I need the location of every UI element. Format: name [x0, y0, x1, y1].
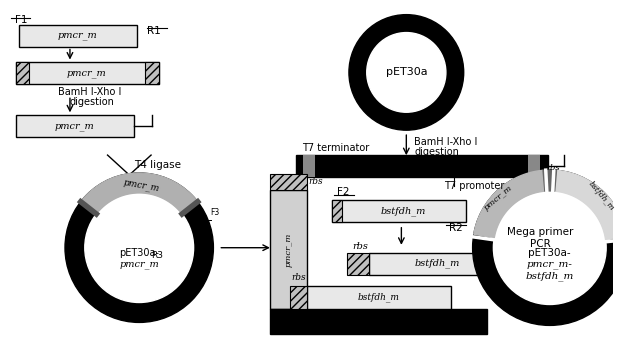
Text: R2: R2 [449, 223, 462, 233]
Text: R3: R3 [151, 251, 163, 260]
Text: T7 terminator: T7 terminator [303, 143, 370, 153]
Bar [270, 190, 308, 309]
Circle shape [472, 170, 619, 326]
Bar [290, 286, 308, 309]
Text: pmcr_m: pmcr_m [55, 122, 95, 131]
Bar [19, 25, 137, 47]
Bar [270, 309, 487, 334]
Text: rbs: rbs [352, 242, 368, 251]
Polygon shape [82, 173, 196, 212]
Text: T7 promoter: T7 promoter [444, 181, 504, 191]
Bar [369, 253, 505, 275]
Text: pmcr_m: pmcr_m [119, 260, 159, 269]
Circle shape [349, 15, 464, 130]
Text: pmcr_m-: pmcr_m- [527, 260, 573, 269]
Bar [15, 115, 134, 137]
Text: bstfdh_m: bstfdh_m [526, 272, 574, 281]
Circle shape [366, 33, 446, 112]
Text: pET30a-: pET30a- [529, 248, 571, 258]
Bar [332, 200, 342, 222]
Polygon shape [543, 170, 556, 191]
Text: BamH I-Xho I: BamH I-Xho I [414, 137, 478, 147]
Bar [15, 62, 29, 84]
Text: pET30a-: pET30a- [119, 248, 159, 258]
Text: bstfdh_m: bstfdh_m [381, 206, 426, 216]
Text: F2: F2 [337, 187, 350, 197]
Bar [295, 155, 548, 177]
Bar [145, 62, 159, 84]
Polygon shape [474, 170, 545, 238]
Text: pmcr_m: pmcr_m [58, 31, 98, 40]
Text: PCR: PCR [529, 239, 550, 249]
Bar [270, 174, 308, 190]
Bar [347, 253, 369, 275]
Text: bstfdh_m: bstfdh_m [587, 180, 616, 212]
Text: pET30a: pET30a [386, 68, 427, 77]
Bar [528, 155, 540, 177]
Text: rbs: rbs [291, 273, 306, 282]
Text: F1: F1 [14, 15, 27, 24]
Text: pmcr_m: pmcr_m [285, 232, 293, 267]
Polygon shape [555, 170, 619, 240]
Circle shape [65, 173, 214, 322]
Text: T4 ligase: T4 ligase [134, 160, 181, 170]
Bar [15, 62, 159, 84]
Circle shape [85, 193, 194, 302]
Text: R1: R1 [147, 26, 161, 36]
Bar [332, 200, 465, 222]
Text: F3: F3 [210, 208, 219, 217]
Text: pmcr_m: pmcr_m [483, 184, 514, 212]
Text: BamH I-Xho I: BamH I-Xho I [58, 88, 121, 97]
Text: bstfdh_m: bstfdh_m [358, 293, 399, 302]
Text: rbs: rbs [308, 177, 323, 187]
Text: rbs: rbs [546, 164, 560, 172]
Text: digestion: digestion [70, 97, 115, 107]
Text: bstfdh_m: bstfdh_m [414, 259, 460, 268]
Text: digestion: digestion [414, 147, 459, 157]
Bar [308, 286, 451, 309]
Text: pmcr_m: pmcr_m [67, 69, 106, 78]
Circle shape [493, 191, 606, 304]
Bar [303, 155, 315, 177]
Text: Mega primer: Mega primer [507, 227, 573, 237]
Text: pmcr_m: pmcr_m [123, 178, 160, 194]
